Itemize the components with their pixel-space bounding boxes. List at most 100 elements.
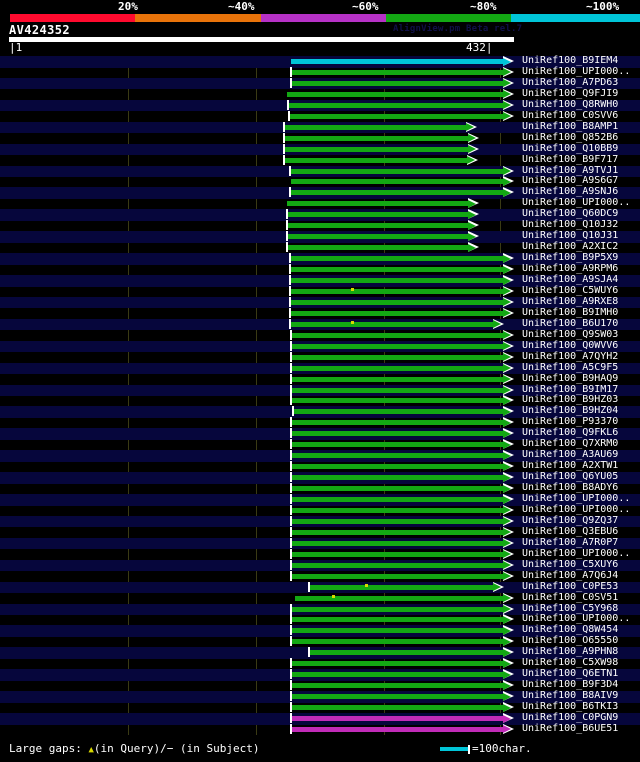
hit-row[interactable]: UniRef100_A5C9F5 xyxy=(0,362,640,375)
hit-row[interactable]: UniRef100_Q6ETN1 xyxy=(0,668,640,681)
hit-row[interactable]: UniRef100_B6U170 xyxy=(0,317,640,331)
hit-row[interactable]: UniRef100_A9SNJ6 xyxy=(0,186,640,199)
hit-accession-label[interactable]: UniRef100_Q10J32 xyxy=(522,219,619,231)
hit-row[interactable]: UniRef100_A7QYH2 xyxy=(0,351,640,364)
hit-row[interactable]: UniRef100_A3AU69 xyxy=(0,449,640,462)
hit-accession-label[interactable]: UniRef100_A9RXE8 xyxy=(522,295,619,307)
hit-row[interactable]: UniRef100_UPI000.. xyxy=(0,65,640,79)
hit-row[interactable]: UniRef100_C0SV51 xyxy=(0,591,640,605)
hit-alignment-bar[interactable] xyxy=(292,529,503,535)
hit-alignment-bar[interactable] xyxy=(291,278,503,283)
hit-alignment-bar[interactable] xyxy=(287,91,503,97)
hit-row[interactable]: UniRef100_Q10J32 xyxy=(0,219,640,232)
hit-accession-label[interactable]: UniRef100_B6TKI3 xyxy=(522,701,619,713)
hit-row[interactable]: UniRef100_Q9FKL6 xyxy=(0,427,640,440)
hit-alignment-bar[interactable] xyxy=(292,453,503,459)
hit-row[interactable]: UniRef100_B9IMH0 xyxy=(0,307,640,320)
hit-row[interactable]: UniRef100_Q8RWH0 xyxy=(0,99,640,112)
hit-row[interactable]: UniRef100_Q10J31 xyxy=(0,230,640,243)
hit-alignment-bar[interactable] xyxy=(288,212,468,218)
hit-alignment-bar[interactable] xyxy=(309,650,503,656)
hit-row[interactable]: UniRef100_Q9SW03 xyxy=(0,328,640,342)
hit-accession-label[interactable]: UniRef100_B8AMP1 xyxy=(522,120,619,132)
hit-alignment-bar[interactable] xyxy=(292,617,503,623)
hit-row[interactable]: UniRef100_C5Y968 xyxy=(0,602,640,616)
hit-row[interactable]: UniRef100_UPI000.. xyxy=(0,613,640,626)
hit-accession-label[interactable]: UniRef100_C5Y968 xyxy=(522,602,619,614)
hit-accession-label[interactable]: UniRef100_B8ADY6 xyxy=(522,482,619,494)
hit-alignment-bar[interactable] xyxy=(291,299,503,305)
hit-accession-label[interactable]: UniRef100_B9HZ04 xyxy=(522,405,619,417)
hit-row[interactable]: UniRef100_A9RPM6 xyxy=(0,263,640,276)
hit-alignment-bar[interactable] xyxy=(291,267,503,273)
hit-row[interactable]: UniRef100_Q8W454 xyxy=(0,624,640,637)
hit-alignment-bar[interactable] xyxy=(285,146,468,152)
hit-accession-label[interactable]: UniRef100_Q8W454 xyxy=(522,624,619,636)
hit-row[interactable]: UniRef100_A7PD63 xyxy=(0,76,640,90)
hit-accession-label[interactable]: UniRef100_B6U170 xyxy=(522,317,619,329)
hit-accession-label[interactable]: UniRef100_Q60DC9 xyxy=(522,208,619,220)
hit-alignment-bar[interactable] xyxy=(292,551,503,557)
hit-alignment-bar[interactable] xyxy=(292,639,503,645)
hit-alignment-bar[interactable] xyxy=(292,705,503,711)
hit-accession-label[interactable]: UniRef100_C0SV51 xyxy=(522,591,619,603)
hit-accession-label[interactable]: UniRef100_Q9SW03 xyxy=(522,328,619,340)
hit-row[interactable]: UniRef100_A2XIC2 xyxy=(0,241,640,254)
hit-row[interactable]: UniRef100_B9IM17 xyxy=(0,384,640,397)
hit-accession-label[interactable]: UniRef100_C0SVV6 xyxy=(522,109,619,121)
hit-accession-label[interactable]: UniRef100_B8AIV9 xyxy=(522,690,619,702)
hit-row[interactable]: UniRef100_P93370 xyxy=(0,416,640,429)
hit-accession-label[interactable]: UniRef100_UPI000.. xyxy=(522,197,631,209)
hit-alignment-bar[interactable] xyxy=(292,628,503,634)
hit-accession-label[interactable]: UniRef100_C5XW98 xyxy=(522,657,619,669)
hit-accession-label[interactable]: UniRef100_A9PHN8 xyxy=(522,646,619,658)
hit-row[interactable]: UniRef100_Q6YU05 xyxy=(0,471,640,484)
hit-alignment-bar[interactable] xyxy=(292,354,503,360)
hit-alignment-bar[interactable] xyxy=(292,562,503,568)
hit-row[interactable]: UniRef100_B8ADY6 xyxy=(0,482,640,495)
hit-alignment-bar[interactable] xyxy=(292,398,503,404)
hit-row[interactable]: UniRef100_UPI000.. xyxy=(0,548,640,561)
hit-alignment-bar[interactable] xyxy=(288,245,468,251)
hit-row[interactable]: UniRef100_A9RXE8 xyxy=(0,295,640,309)
hit-row[interactable]: UniRef100_C0PE53 xyxy=(0,581,640,594)
hit-alignment-bar[interactable] xyxy=(292,726,503,732)
hit-row[interactable]: UniRef100_B9F717 xyxy=(0,154,640,167)
hit-alignment-bar[interactable] xyxy=(292,80,503,86)
hit-accession-label[interactable]: UniRef100_B6UE51 xyxy=(522,722,619,734)
hit-accession-label[interactable]: UniRef100_Q852B6 xyxy=(522,131,619,143)
hit-alignment-bar[interactable] xyxy=(292,332,503,338)
hit-accession-label[interactable]: UniRef100_A9SJA4 xyxy=(522,274,619,285)
hit-alignment-bar[interactable] xyxy=(290,113,503,119)
hit-accession-label[interactable]: UniRef100_A9TVJ1 xyxy=(522,164,619,176)
hit-alignment-bar[interactable] xyxy=(292,464,503,470)
hit-alignment-bar[interactable] xyxy=(292,716,503,721)
hit-accession-label[interactable]: UniRef100_Q10BB9 xyxy=(522,142,619,154)
hit-accession-label[interactable]: UniRef100_C0PGN9 xyxy=(522,712,619,723)
hit-alignment-bar[interactable] xyxy=(292,540,503,546)
hit-alignment-bar[interactable] xyxy=(292,694,503,700)
hit-row[interactable]: UniRef100_UPI000.. xyxy=(0,493,640,506)
hit-alignment-bar[interactable] xyxy=(292,683,503,689)
hit-accession-label[interactable]: UniRef100_A7PD63 xyxy=(522,76,619,88)
hit-accession-label[interactable]: UniRef100_Q6YU05 xyxy=(522,471,619,483)
hit-alignment-bar[interactable] xyxy=(288,234,468,240)
hit-alignment-bar[interactable] xyxy=(285,157,467,163)
hit-alignment-bar[interactable] xyxy=(291,59,503,64)
hit-alignment-bar[interactable] xyxy=(292,497,503,502)
hit-accession-label[interactable]: UniRef100_UPI000.. xyxy=(522,503,631,515)
hit-accession-label[interactable]: UniRef100_A9S6G7 xyxy=(522,175,619,187)
hit-row[interactable]: UniRef100_B8AIV9 xyxy=(0,690,640,703)
hit-row[interactable]: UniRef100_Q60DC9 xyxy=(0,208,640,221)
hit-row[interactable]: UniRef100_Q9ZQ37 xyxy=(0,515,640,528)
hit-accession-label[interactable]: UniRef100_Q3EBU6 xyxy=(522,525,619,537)
hit-alignment-bar[interactable] xyxy=(291,168,503,174)
hit-alignment-bar[interactable] xyxy=(292,442,503,448)
hit-row[interactable]: UniRef100_C5XW98 xyxy=(0,657,640,670)
hit-row[interactable]: UniRef100_UPI000.. xyxy=(0,503,640,517)
hit-alignment-bar[interactable] xyxy=(292,376,503,382)
hit-alignment-bar[interactable] xyxy=(292,387,503,393)
hit-accession-label[interactable]: UniRef100_UPI000.. xyxy=(522,65,631,77)
hit-row[interactable]: UniRef100_C5WUY6 xyxy=(0,285,640,298)
hit-accession-label[interactable]: UniRef100_A9SNJ6 xyxy=(522,186,619,198)
